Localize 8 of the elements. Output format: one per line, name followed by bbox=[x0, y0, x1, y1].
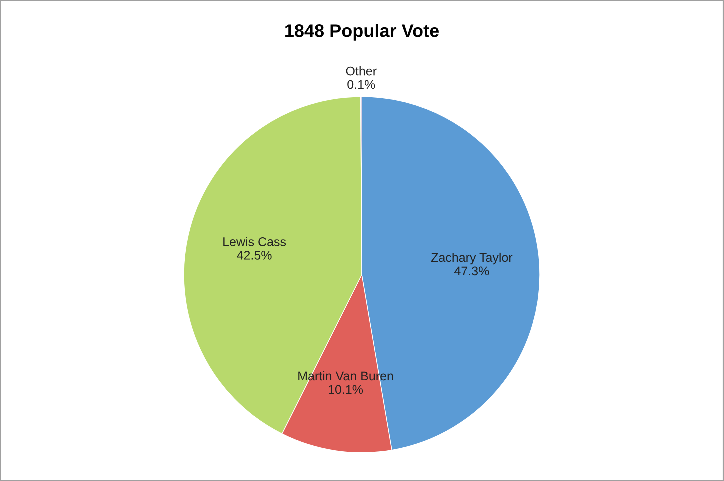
data-label: 0.1% bbox=[348, 80, 376, 90]
slice-label: Other bbox=[346, 66, 377, 76]
data-label: 47.3% bbox=[454, 266, 490, 276]
chart-title: 1848 Popular Vote bbox=[286, 24, 439, 41]
data-label: 10.1% bbox=[328, 385, 364, 394]
data-label: 42.5% bbox=[237, 251, 272, 260]
slice-label: Lewis Cass bbox=[224, 237, 286, 246]
slice-label: Zachary Taylor bbox=[431, 252, 513, 265]
